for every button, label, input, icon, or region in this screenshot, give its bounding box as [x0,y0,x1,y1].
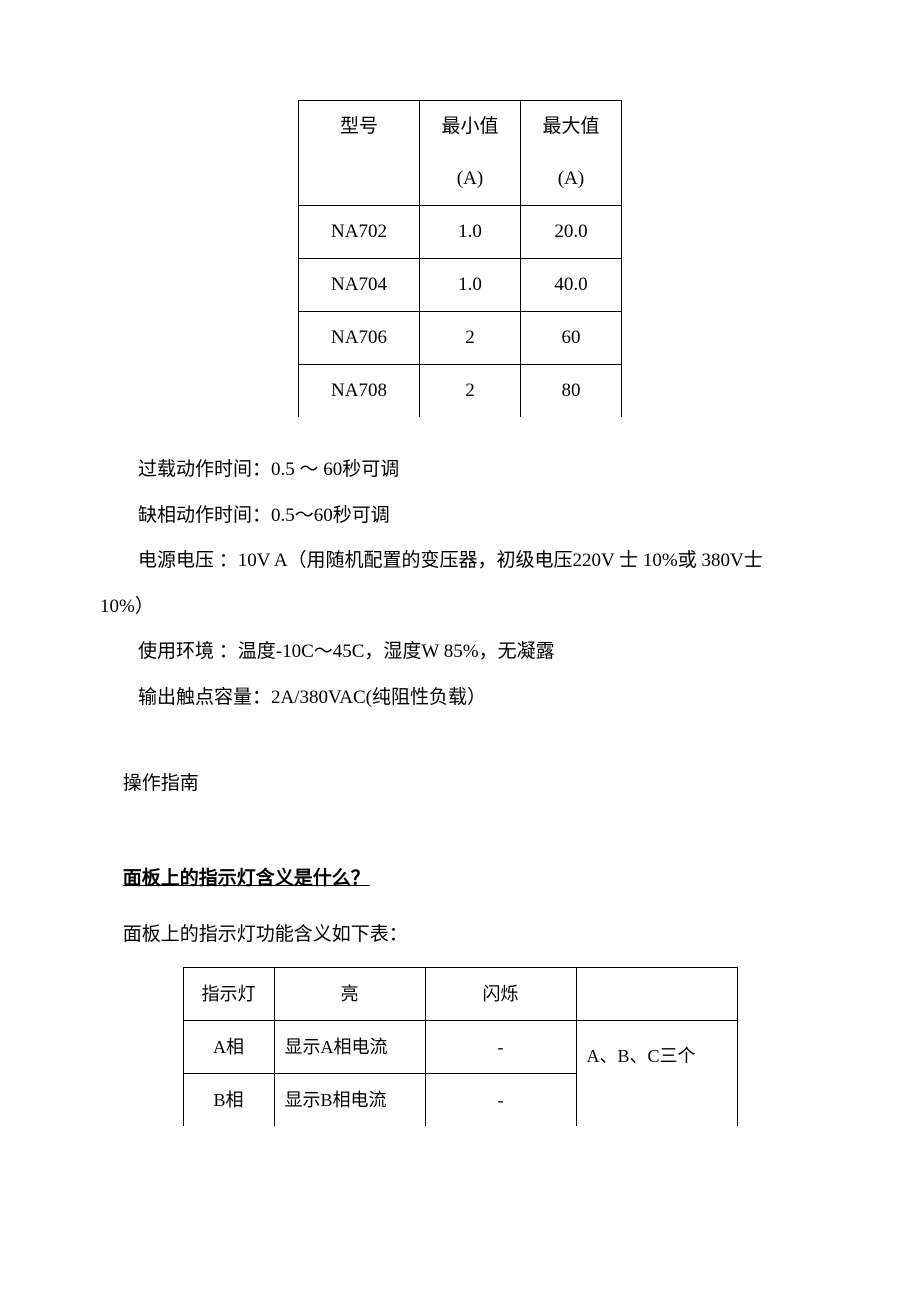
cell: NA708 [299,365,420,418]
th-on: 亮 [274,968,425,1021]
cell: 2 [420,312,521,365]
th-empty [576,968,737,1021]
para-voltage-a: 电源电压 ：10V A（用随机配置的变压器，初级电压220V 士 10%或 38… [100,538,820,584]
table-row: NA702 1.0 20.0 [299,206,622,259]
para-indicator-intro: 面板上的指示灯功能含义如下表： [100,912,820,958]
table-row: A相 显示A相电流 - A、B、C三个 [183,1021,737,1074]
cell: 1.0 [420,206,521,259]
table-row: NA708 2 80 [299,365,622,418]
spacer [100,721,820,761]
th-max: 最大值 [521,101,622,154]
cell: 40.0 [521,259,622,312]
cell: 2 [420,365,521,418]
cell: 显示A相电流 [274,1021,425,1074]
para-environment: 使用环境 ：温度-10C～45C，湿度W 85%，无凝露 [100,629,820,675]
cell: - [425,1074,576,1127]
th-min: 最小值 [420,101,521,154]
cell: 1.0 [420,259,521,312]
cell: B相 [183,1074,274,1127]
cell: 60 [521,312,622,365]
cell: 80 [521,365,622,418]
spec-table: 型号 最小值 最大值 (A) (A) NA702 1.0 20.0 NA704 … [298,100,622,417]
cell: NA702 [299,206,420,259]
para-voltage-b: 10%） [100,584,820,630]
heading-guide: 操作指南 [100,761,820,807]
table-row: NA706 2 60 [299,312,622,365]
th-blink: 闪烁 [425,968,576,1021]
cell: NA706 [299,312,420,365]
para-phase-loss-time: 缺相动作时间：0.5～60秒可调 [100,493,820,539]
table-row: NA704 1.0 40.0 [299,259,622,312]
th-model-sub [299,153,420,206]
para-overload-time: 过载动作时间：0.5 ～ 60秒可调 [100,447,820,493]
table-header-row: 型号 最小值 最大值 [299,101,622,154]
table-header-row: 指示灯 亮 闪烁 [183,968,737,1021]
para-contact-capacity: 输出触点容量：2A/380VAC(纯阻性负载） [100,675,820,721]
cell: 20.0 [521,206,622,259]
indicator-table: 指示灯 亮 闪烁 A相 显示A相电流 - A、B、C三个 B相 显示B相电流 - [183,967,738,1126]
cell-merged-note: A、B、C三个 [576,1021,737,1127]
heading-indicator-meaning: 面板上的指示灯含义是什么？ [100,856,820,902]
table-header-subrow: (A) (A) [299,153,622,206]
th-model: 型号 [299,101,420,154]
th-max-sub: (A) [521,153,622,206]
cell: - [425,1021,576,1074]
cell: NA704 [299,259,420,312]
cell: 显示B相电流 [274,1074,425,1127]
document-page: 型号 最小值 最大值 (A) (A) NA702 1.0 20.0 NA704 … [0,0,920,1226]
th-indicator: 指示灯 [183,968,274,1021]
cell: A相 [183,1021,274,1074]
th-min-sub: (A) [420,153,521,206]
